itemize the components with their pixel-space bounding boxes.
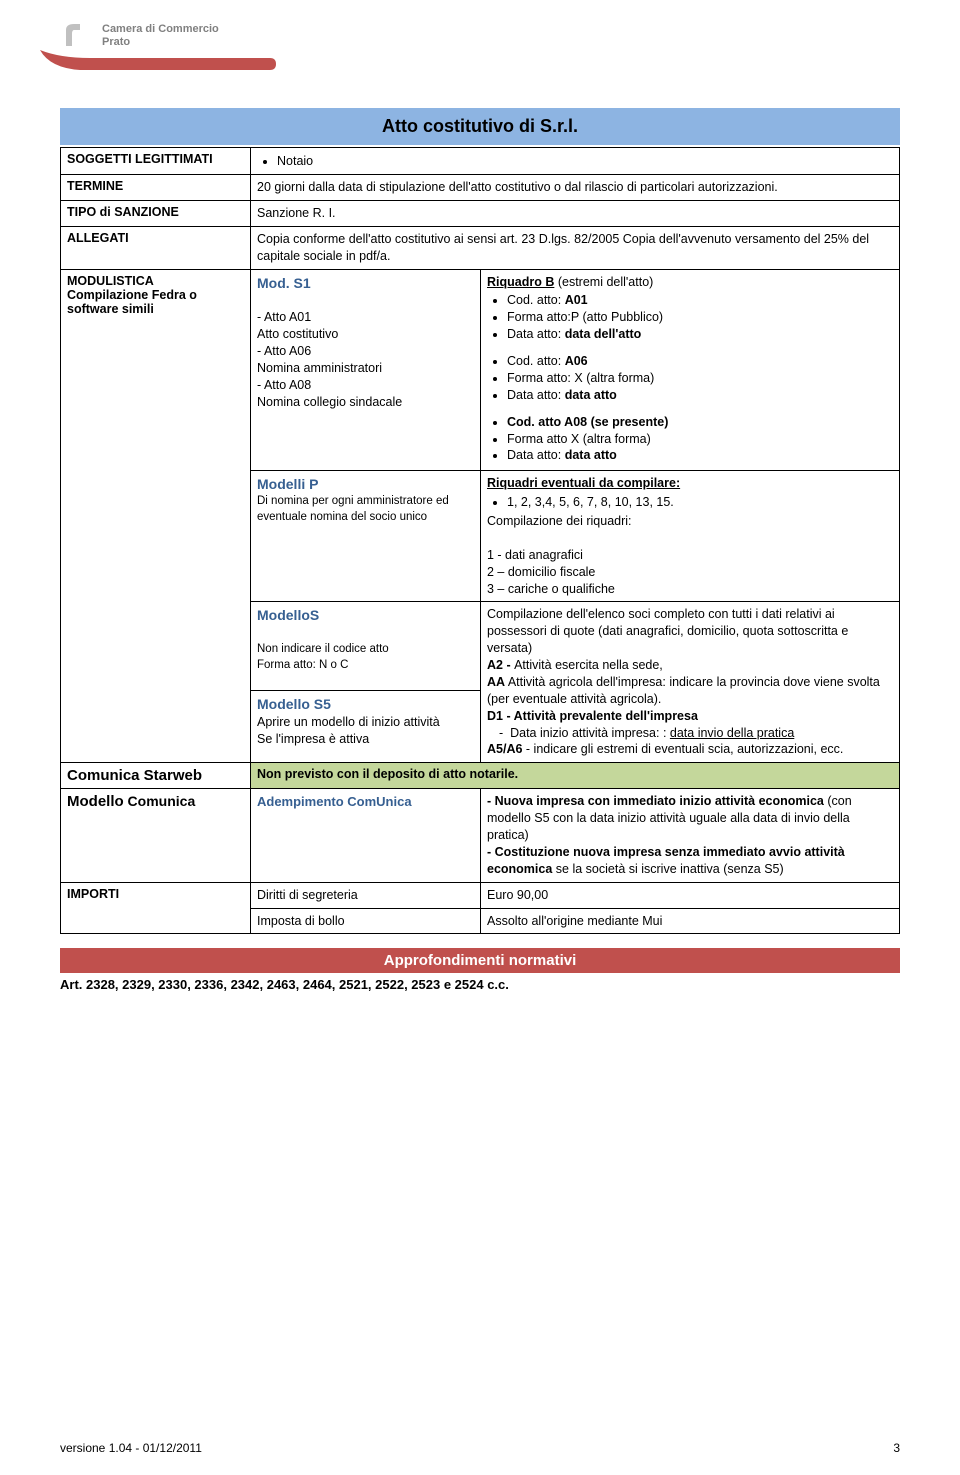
comp-r1: 1 - dati anagrafici [487, 547, 893, 564]
row-allegati: ALLEGATI Copia conforme dell'atto costit… [61, 226, 900, 269]
main-table: SOGGETTI LEGITTIMATI Notaio TERMINE 20 g… [60, 147, 900, 934]
modelloS-l2: Forma atto: N o C [257, 658, 474, 674]
allegati-value: Copia conforme dell'atto costitutivo ai … [251, 226, 900, 269]
riquadri-nums: 1, 2, 3,4, 5, 6, 7, 8, 10, 13, 15. [507, 494, 893, 511]
importi-label: IMPORTI [61, 882, 251, 934]
comp-elenco-cell: Compilazione dell'elenco soci completo c… [481, 602, 900, 763]
riquadro-b-suffix: (estremi dell'atto) [554, 275, 653, 289]
termine-label: TERMINE [61, 175, 251, 201]
rb-item3: Data atto: data dell'atto [507, 326, 893, 343]
rb-item4: Cod. atto: A06 [507, 353, 893, 370]
modelloS5-l1: Aprire un modello di inizio attività [257, 714, 474, 731]
logo-icon [60, 20, 92, 52]
riquadri-eventuali-cell: Riquadri eventuali da compilare: 1, 2, 3… [481, 471, 900, 602]
comp-riquadri: Compilazione dei riquadri: [487, 513, 893, 530]
rb-item6: Data atto: data atto [507, 387, 893, 404]
termine-value: 20 giorni dalla data di stipulazione del… [251, 175, 900, 201]
a5a6-line: A5/A6 - indicare gli estremi di eventual… [487, 741, 893, 758]
footer: versione 1.04 - 01/12/2011 3 [60, 1441, 900, 1455]
approfondimenti-banner: Approfondimenti normativi [60, 948, 900, 973]
d1-sub: - Data inizio attività impresa: : data i… [487, 725, 893, 742]
modelloS-title: ModelloS [257, 606, 474, 625]
modelloS-cell: ModelloS Non indicare il codice atto For… [251, 602, 481, 691]
rb-item5: Forma atto: X (altra forma) [507, 370, 893, 387]
comp-elenco: Compilazione dell'elenco soci completo c… [487, 606, 893, 657]
mods1-title: Mod. S1 [257, 274, 474, 293]
a2-line: A2 - Attività esercita nella sede, [487, 657, 893, 674]
title-banner: Atto costitutivo di S.r.l. [60, 108, 900, 145]
tipo-sanzione-label: TIPO di SANZIONE [61, 200, 251, 226]
riquadro-b-title: Riquadro B [487, 275, 554, 289]
modelliP-cell: Modelli P Di nomina per ogni amministrat… [251, 471, 481, 602]
rb-item9: Data atto: data atto [507, 447, 893, 464]
allegati-text: Copia conforme dell'atto costitutivo ai … [257, 232, 869, 263]
starweb-label: Comunica Starweb [61, 763, 251, 789]
diritti-label: Diritti di segreteria [251, 882, 481, 908]
org-line1: Camera di Commercio [102, 23, 219, 36]
logo-area: Camera di Commercio Prato [60, 20, 900, 52]
row-importi-1: IMPORTI Diritti di segreteria Euro 90,00 [61, 882, 900, 908]
aa-line: AA Attività agricola dell'impresa: indic… [487, 674, 893, 708]
row-soggetti: SOGGETTI LEGITTIMATI Notaio [61, 148, 900, 175]
modelloS5-cell: Modello S5 Aprire un modello di inizio a… [251, 691, 481, 763]
footer-page: 3 [893, 1441, 900, 1455]
imposta-label: Imposta di bollo [251, 908, 481, 934]
modelliP-desc: Di nomina per ogni amministratore ed eve… [257, 494, 474, 525]
modulistica-label-l2: Compilazione Fedra o software simili [67, 288, 197, 316]
imposta-val: Assolto all'origine mediante Mui [481, 908, 900, 934]
row-starweb: Comunica Starweb Non previsto con il dep… [61, 763, 900, 789]
mods1-cell: Mod. S1 - Atto A01 Atto costitutivo - At… [251, 269, 481, 471]
row-tipo-sanzione: TIPO di SANZIONE Sanzione R. I. [61, 200, 900, 226]
riquadro-b-cell: Riquadro B (estremi dell'atto) Cod. atto… [481, 269, 900, 471]
adempimento-desc-cell: - Nuova impresa con immediato inizio att… [481, 789, 900, 882]
modulistica-label: MODULISTICA Compilazione Fedra o softwar… [61, 269, 251, 763]
diritti-val: Euro 90,00 [481, 882, 900, 908]
comp-r3: 3 – cariche o qualifiche [487, 581, 893, 598]
soggetti-value-text: Notaio [277, 154, 893, 168]
adem-b1: - Nuova impresa con immediato inizio att… [487, 794, 824, 808]
page: Camera di Commercio Prato Atto costituti… [0, 0, 960, 1475]
allegati-label: ALLEGATI [61, 226, 251, 269]
starweb-value: Non previsto con il deposito di atto not… [251, 763, 900, 789]
adempimento-cell: Adempimento ComUnica [251, 789, 481, 882]
modulistica-label-l1: MODULISTICA [67, 274, 154, 288]
mods1-items: - Atto A01 Atto costitutivo - Atto A06 N… [257, 309, 474, 410]
rb-item7: Cod. atto A08 (se presente) [507, 414, 893, 431]
soggetti-value: Notaio [251, 148, 900, 175]
art-line: Art. 2328, 2329, 2330, 2336, 2342, 2463,… [60, 973, 900, 996]
modelloS5-l2: Se l'impresa è attiva [257, 731, 474, 748]
rb-item8: Forma atto X (altra forma) [507, 431, 893, 448]
row-modulistica-1: MODULISTICA Compilazione Fedra o softwar… [61, 269, 900, 471]
riquadri-eventuali-title: Riquadri eventuali da compilare: [487, 475, 893, 492]
org-name: Camera di Commercio Prato [102, 23, 219, 49]
org-line2: Prato [102, 36, 219, 49]
d1-line: D1 - Attività prevalente dell'impresa [487, 708, 893, 725]
soggetti-label: SOGGETTI LEGITTIMATI [61, 148, 251, 175]
tipo-sanzione-value: Sanzione R. I. [251, 200, 900, 226]
adempimento-title: Adempimento ComUnica [257, 793, 474, 811]
rb-item1: Cod. atto: A01 [507, 292, 893, 309]
footer-version: versione 1.04 - 01/12/2011 [60, 1441, 202, 1455]
modelloS5-title: Modello S5 [257, 695, 474, 714]
modello-comunica-label: Modello Comunica [61, 789, 251, 882]
row-modello-comunica: Modello Comunica Adempimento ComUnica - … [61, 789, 900, 882]
rb-item2: Forma atto:P (atto Pubblico) [507, 309, 893, 326]
comp-r2: 2 – domicilio fiscale [487, 564, 893, 581]
modelloS-l1: Non indicare il codice atto [257, 642, 474, 658]
modelliP-title: Modelli P [257, 475, 474, 494]
red-swoosh [60, 60, 900, 78]
row-termine: TERMINE 20 giorni dalla data di stipulaz… [61, 175, 900, 201]
